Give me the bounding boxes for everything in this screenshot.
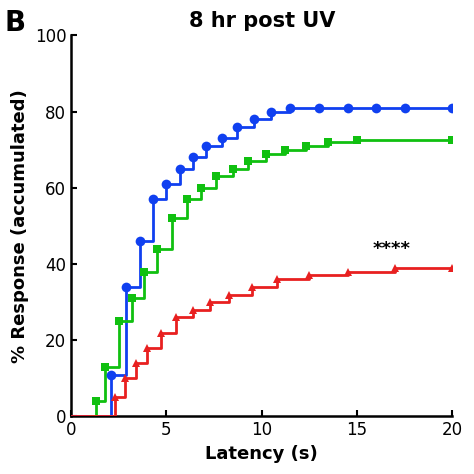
X-axis label: Latency (s): Latency (s)	[205, 445, 318, 463]
Title: 8 hr post UV: 8 hr post UV	[189, 11, 335, 31]
Text: ****: ****	[372, 240, 410, 258]
Text: B: B	[5, 9, 26, 37]
Y-axis label: % Response (accumulated): % Response (accumulated)	[11, 89, 29, 363]
